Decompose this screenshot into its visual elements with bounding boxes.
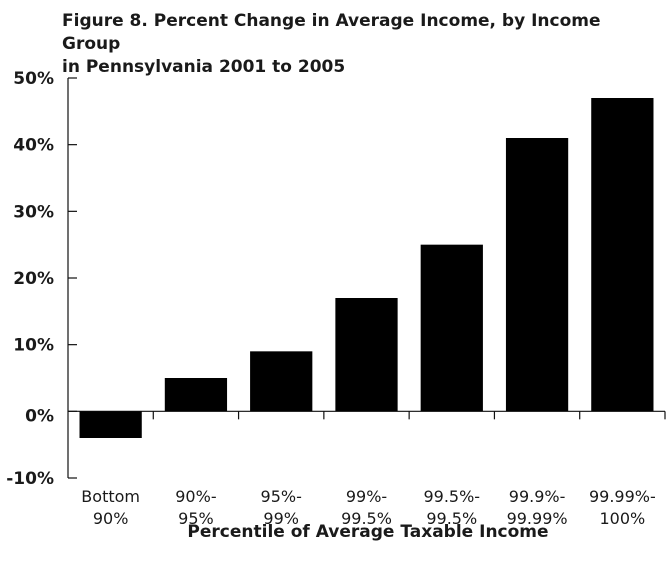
x-category-label-line2: 99% bbox=[263, 509, 299, 528]
x-category-label-line1: 99.5%- bbox=[423, 487, 480, 506]
y-tick-label: 30% bbox=[13, 202, 54, 222]
x-category-label-line2: 99.5% bbox=[426, 509, 477, 528]
chart-subtitle: in Pennsylvania 2001 to 2005 bbox=[62, 57, 346, 77]
bar bbox=[164, 378, 228, 412]
bar bbox=[505, 138, 569, 412]
y-tick-label: 0% bbox=[25, 406, 54, 426]
x-category-label-line1: 90%- bbox=[175, 487, 216, 506]
x-category-label-line1: Bottom bbox=[81, 487, 140, 506]
bar bbox=[591, 98, 654, 412]
y-tick-label: 50% bbox=[13, 69, 54, 89]
y-tick-label: 20% bbox=[13, 269, 54, 289]
x-axis-label: Percentile of Average Taxable Income bbox=[187, 522, 549, 542]
x-category-label-line1: 99.9%- bbox=[509, 487, 566, 506]
x-category-label-line2: 100% bbox=[599, 509, 645, 528]
x-category-label-line1: 95%- bbox=[261, 487, 302, 506]
chart-title-line1: Figure 8. Percent Change in Average Inco… bbox=[62, 11, 601, 54]
bar bbox=[79, 411, 142, 438]
y-tick-label: -10% bbox=[6, 469, 54, 489]
bar bbox=[335, 298, 398, 412]
x-category-label-line1: 99%- bbox=[346, 487, 387, 506]
x-category-label-line2: 99.5% bbox=[341, 509, 392, 528]
bar bbox=[420, 244, 483, 412]
y-tick-label: 40% bbox=[13, 136, 54, 156]
x-category-label-line2: 99.99% bbox=[507, 509, 568, 528]
x-category-label-line2: 90% bbox=[93, 509, 129, 528]
y-tick-label: 10% bbox=[13, 336, 54, 356]
bar bbox=[250, 351, 313, 412]
chart-title: Figure 8. Percent Change in Average Inco… bbox=[62, 10, 662, 79]
x-category-label-line2: 95% bbox=[178, 509, 214, 528]
x-category-label-line1: 99.99%- bbox=[589, 487, 656, 506]
